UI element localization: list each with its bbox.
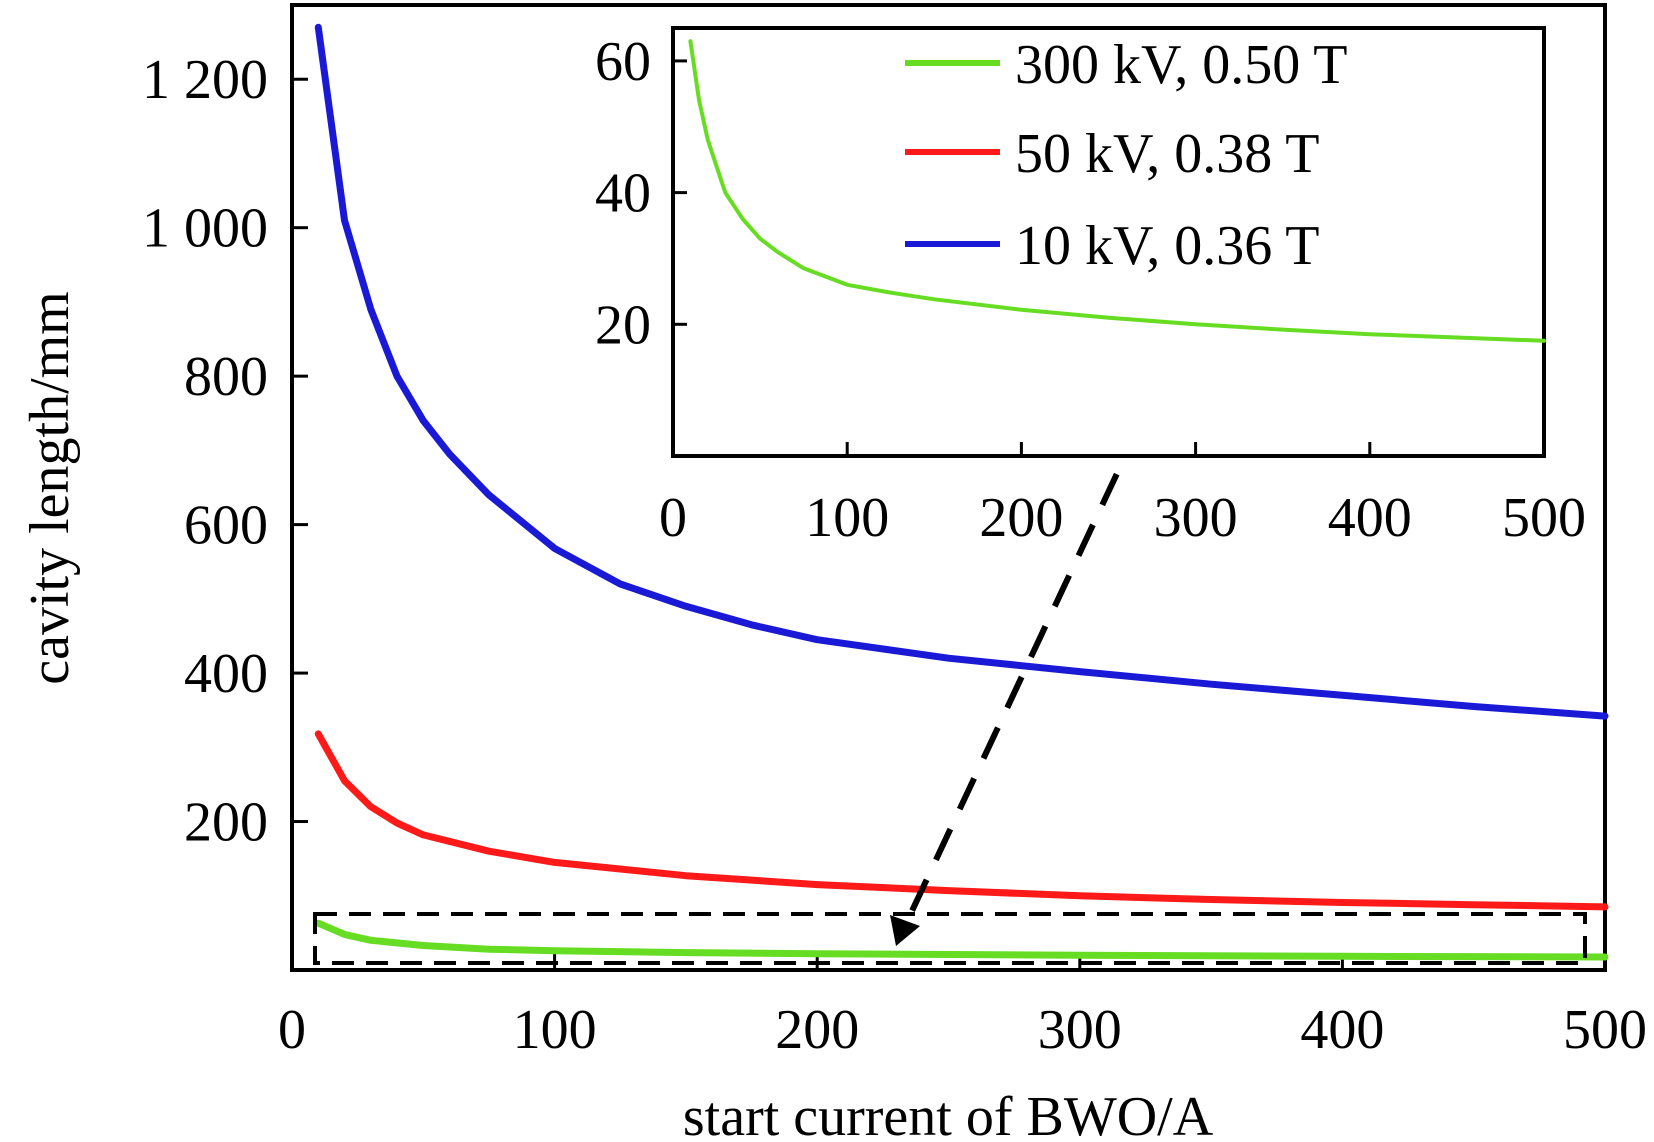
inset-background <box>673 28 1544 456</box>
inset-x-tick-label: 400 <box>1328 487 1412 549</box>
main-y-tick-label: 1 200 <box>142 49 268 111</box>
zoom-region-box <box>313 912 1587 965</box>
main-y-tick-label: 800 <box>184 346 268 408</box>
main-x-ticks: 0 100 200 300 400 500 <box>278 954 1647 1061</box>
main-series-group <box>314 23 1609 961</box>
inset-series-line-0 <box>688 39 1546 343</box>
main-y-ticks: 200 400 600 800 1 000 1 200 <box>142 49 308 854</box>
inset-y-tick-label: 60 <box>595 31 651 93</box>
inset-x-tick-label: 100 <box>805 487 889 549</box>
main-x-tick-label: 300 <box>1038 999 1122 1061</box>
inset-frame <box>671 26 1546 458</box>
legend-label-300kv: 300 kV, 0.50 T <box>1015 34 1347 96</box>
main-y-tick-label: 1 000 <box>142 198 268 260</box>
inset-x-tick-label: 300 <box>1154 487 1238 549</box>
main-x-tick-label: 400 <box>1300 999 1384 1061</box>
main-y-tick-label: 600 <box>184 495 268 557</box>
main-y-axis-title: cavity length/mm <box>19 291 81 684</box>
main-y-tick-label: 200 <box>184 792 268 854</box>
inset-x-tick-label: 200 <box>979 487 1063 549</box>
main-plot-frame <box>290 3 1607 972</box>
main-x-tick-label: 100 <box>513 999 597 1061</box>
main-series-line-2 <box>314 919 1609 961</box>
inset-plot-area: 0 100 200 300 400 500 20 40 60 300 kV, 0.50 T 5… <box>595 26 1586 549</box>
inset-x-tick-label: 500 <box>1502 487 1586 549</box>
legend: 300 kV, 0.50 T 50 kV, 0.38 T 10 kV, 0.36… <box>905 34 1347 277</box>
main-x-tick-label: 200 <box>775 999 859 1061</box>
main-x-axis-title: start current of BWO/A <box>683 1086 1214 1142</box>
zoom-arrow-head <box>890 915 920 946</box>
inset-series-group <box>688 39 1546 343</box>
inset-y-ticks: 20 40 60 <box>595 31 687 356</box>
legend-label-10kv: 10 kV, 0.36 T <box>1015 215 1319 277</box>
main-x-tick-label: 0 <box>278 999 306 1061</box>
inset-y-tick-label: 40 <box>595 163 651 225</box>
main-x-tick-label: 500 <box>1563 999 1647 1061</box>
main-series-line-0 <box>314 23 1609 720</box>
legend-label-50kv: 50 kV, 0.38 T <box>1015 123 1319 185</box>
main-series-line-1 <box>314 730 1609 911</box>
main-y-tick-label: 400 <box>184 643 268 705</box>
inset-x-ticks: 0 100 200 300 400 500 <box>659 442 1586 549</box>
inset-y-tick-label: 20 <box>595 294 651 356</box>
inset-x-tick-label: 0 <box>659 487 687 549</box>
